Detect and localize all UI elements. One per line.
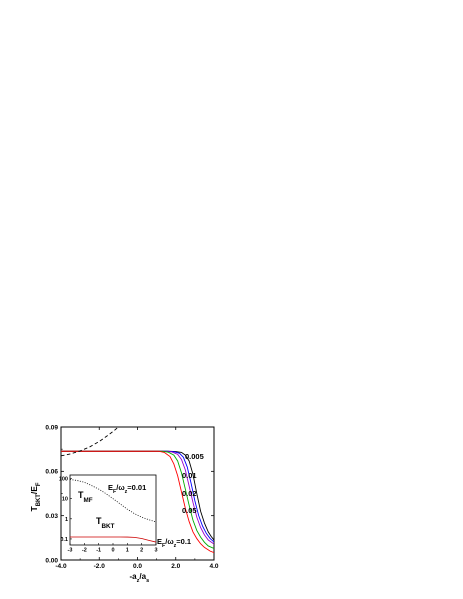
- series-group: [61, 427, 214, 554]
- inset-tbkt-label: TBKT: [96, 516, 115, 530]
- inset-series-group: [70, 479, 156, 543]
- y-axis-label: TBKT/EF: [29, 482, 42, 511]
- inset-x-tick-label: 2: [140, 548, 143, 554]
- inset-x-tick-label: -3: [68, 548, 73, 554]
- inset-y-tick-label: 10: [62, 497, 68, 503]
- inset-tmf-label: TMF: [78, 490, 93, 504]
- series-annotation: 0.005: [185, 452, 204, 461]
- inset-tbkt-line: [70, 536, 156, 543]
- inset-x-tick-label: 0: [111, 548, 114, 554]
- inset-frame: [69, 474, 157, 546]
- inset-y-tick-label: 100: [59, 477, 68, 483]
- y-tick-label: 0.00: [45, 557, 58, 564]
- series-annotation-param: EF/ωz=0.1: [157, 537, 191, 549]
- inset-x-tick-label: -1: [96, 548, 101, 554]
- inset-x-tick-label: 3: [154, 548, 157, 554]
- x-tick-label: 4.0: [209, 563, 218, 570]
- inset-y-tick-label: 0.1: [60, 537, 68, 543]
- x-tick-label: -4.0: [55, 563, 67, 570]
- x-tick-label: 0.0: [133, 563, 142, 570]
- x-tick-label: 2.0: [171, 563, 180, 570]
- x-axis-label: -az/as: [130, 572, 150, 584]
- inset-y-tick-label: 1: [65, 517, 68, 523]
- y-tick-label: 0.03: [45, 513, 58, 520]
- series-line-4: [61, 450, 214, 554]
- main-chart: -4.0 -2.0 0.0 2.0 4.0 0.00 0.03 0.06 0.09 -az/as T…: [29, 424, 219, 584]
- y-tick-label: 0.09: [45, 424, 58, 431]
- y-tick-label: 0.06: [45, 469, 58, 476]
- series-annotation: 0.01: [182, 471, 197, 480]
- inset-x-tick-label: 1: [126, 548, 129, 554]
- series-line-3: [61, 450, 214, 549]
- inset-tmf-line: [70, 479, 156, 523]
- inset-x-tick-label: -2: [82, 548, 87, 554]
- series-annotation: 0.02: [182, 489, 197, 498]
- x-tick-label: -2.0: [94, 563, 106, 570]
- series-annotation: 0.05: [182, 506, 197, 515]
- inset-param-label: EF/ωz=0.01: [108, 483, 146, 495]
